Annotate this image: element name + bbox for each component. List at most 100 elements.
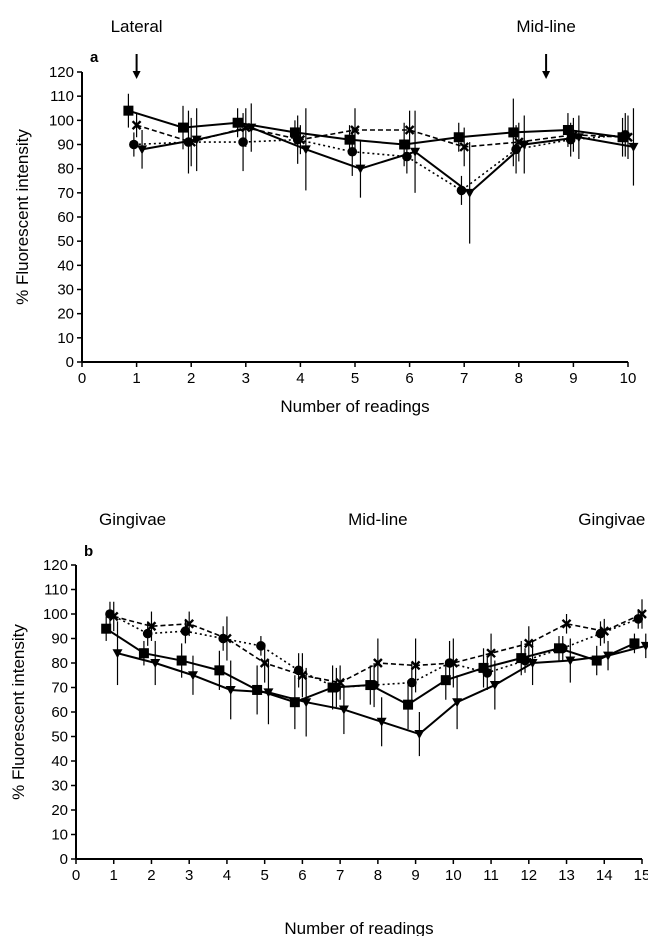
x-tick-label: 10 bbox=[445, 867, 462, 884]
y-tick-label: 40 bbox=[51, 753, 68, 770]
data-point-square bbox=[289, 127, 300, 138]
x-tick-label: 10 bbox=[620, 370, 637, 387]
arrow-head bbox=[542, 71, 551, 79]
data-point-triangle bbox=[640, 641, 648, 651]
data-point-square bbox=[123, 105, 134, 116]
data-point-triangle bbox=[489, 681, 500, 691]
arrow-head bbox=[132, 71, 141, 79]
data-point-triangle bbox=[573, 133, 584, 143]
data-point-triangle bbox=[519, 140, 530, 150]
y-tick-label: 50 bbox=[57, 233, 74, 250]
y-tick-label: 100 bbox=[43, 606, 68, 623]
x-tick-label: 12 bbox=[520, 867, 537, 884]
x-tick-label: 1 bbox=[132, 370, 140, 387]
x-tick-label: 5 bbox=[351, 370, 359, 387]
data-point-square bbox=[289, 697, 300, 708]
chart-panel-a: 0 10 20 30 40 50 60 70 80 90 100 110 120 0 1 2 3 4 5 6 7 8 9 10… bbox=[13, 17, 639, 416]
series-line bbox=[141, 126, 634, 195]
data-point-triangle bbox=[246, 123, 257, 133]
data-point-square bbox=[403, 699, 414, 710]
data-point-circle bbox=[218, 633, 228, 644]
x-tick-label: 9 bbox=[411, 867, 419, 884]
data-point-square bbox=[399, 139, 410, 150]
data-point-circle bbox=[331, 682, 342, 693]
x-tick-label: 3 bbox=[242, 370, 250, 387]
x-tick-label: 14 bbox=[596, 867, 613, 884]
panel-label: b bbox=[84, 543, 93, 560]
data-point-triangle bbox=[191, 135, 202, 145]
x-tick-label: 13 bbox=[558, 867, 575, 884]
y-tick-label: 0 bbox=[60, 851, 68, 868]
data-point-square bbox=[591, 655, 602, 666]
data-point-circle bbox=[256, 641, 266, 651]
data-point-triangle bbox=[150, 659, 161, 668]
data-point-circle bbox=[369, 680, 379, 690]
data-point-triangle bbox=[187, 671, 198, 681]
panel-label: a bbox=[90, 49, 99, 66]
data-point-square bbox=[232, 117, 243, 128]
data-point-triangle bbox=[565, 656, 576, 666]
data-point-square bbox=[344, 134, 355, 145]
y-tick-label: 110 bbox=[44, 582, 68, 599]
data-point-triangle bbox=[225, 685, 236, 695]
data-point-circle bbox=[407, 677, 417, 688]
data-point-triangle bbox=[414, 730, 425, 740]
data-point-square bbox=[440, 675, 451, 686]
data-point-triangle bbox=[452, 698, 463, 708]
annotation-label: Gingivae bbox=[99, 510, 166, 529]
data-point-square bbox=[138, 648, 149, 659]
y-tick-label: 60 bbox=[57, 209, 74, 226]
y-tick-label: 120 bbox=[43, 557, 68, 574]
data-point-circle bbox=[482, 668, 493, 678]
x-tick-label: 3 bbox=[185, 867, 193, 884]
series-triangle bbox=[137, 103, 639, 244]
data-point-cross bbox=[146, 621, 157, 632]
series-line bbox=[136, 124, 629, 148]
y-tick-label: 110 bbox=[50, 88, 74, 105]
data-point-triangle bbox=[263, 688, 274, 698]
x-tick-label: 0 bbox=[78, 370, 86, 387]
data-point-circle bbox=[142, 628, 153, 639]
data-point-square bbox=[562, 125, 573, 135]
y-tick-label: 40 bbox=[57, 257, 74, 274]
data-point-triangle bbox=[376, 717, 387, 727]
data-point-circle bbox=[129, 139, 139, 150]
data-point-square bbox=[176, 655, 187, 666]
annotation-label: Mid-line bbox=[348, 510, 408, 529]
data-point-square bbox=[629, 638, 640, 649]
x-tick-label: 11 bbox=[483, 867, 499, 884]
y-tick-label: 10 bbox=[51, 827, 68, 844]
data-point-circle bbox=[633, 614, 644, 624]
data-point-cross bbox=[459, 142, 470, 152]
data-point-circle bbox=[520, 655, 530, 666]
series-square bbox=[123, 93, 628, 167]
x-tick-label: 2 bbox=[187, 370, 195, 387]
data-point-cross bbox=[373, 658, 383, 668]
x-tick-label: 1 bbox=[110, 867, 118, 884]
data-point-triangle bbox=[410, 147, 421, 157]
y-tick-label: 90 bbox=[51, 631, 68, 648]
y-tick-label: 30 bbox=[51, 778, 68, 795]
data-point-circle bbox=[180, 626, 191, 636]
y-tick-label: 60 bbox=[51, 704, 68, 721]
data-point-circle bbox=[105, 609, 115, 619]
y-tick-label: 90 bbox=[57, 137, 74, 154]
data-point-cross bbox=[410, 660, 421, 671]
x-tick-label: 8 bbox=[515, 370, 523, 387]
x-tick-label: 6 bbox=[405, 370, 413, 387]
data-point-triangle bbox=[527, 659, 538, 668]
data-point-circle bbox=[511, 144, 521, 155]
x-tick-label: 4 bbox=[296, 370, 304, 387]
data-point-cross bbox=[523, 638, 534, 649]
data-point-square bbox=[214, 665, 225, 676]
y-tick-label: 10 bbox=[57, 330, 74, 347]
data-point-square bbox=[508, 127, 519, 138]
x-tick-label: 5 bbox=[260, 867, 268, 884]
data-point-triangle bbox=[112, 649, 123, 659]
x-tick-label: 2 bbox=[147, 867, 155, 884]
data-point-square bbox=[101, 623, 112, 634]
data-point-triangle bbox=[355, 164, 366, 174]
data-point-triangle bbox=[628, 142, 639, 152]
y-tick-label: 120 bbox=[49, 64, 74, 81]
